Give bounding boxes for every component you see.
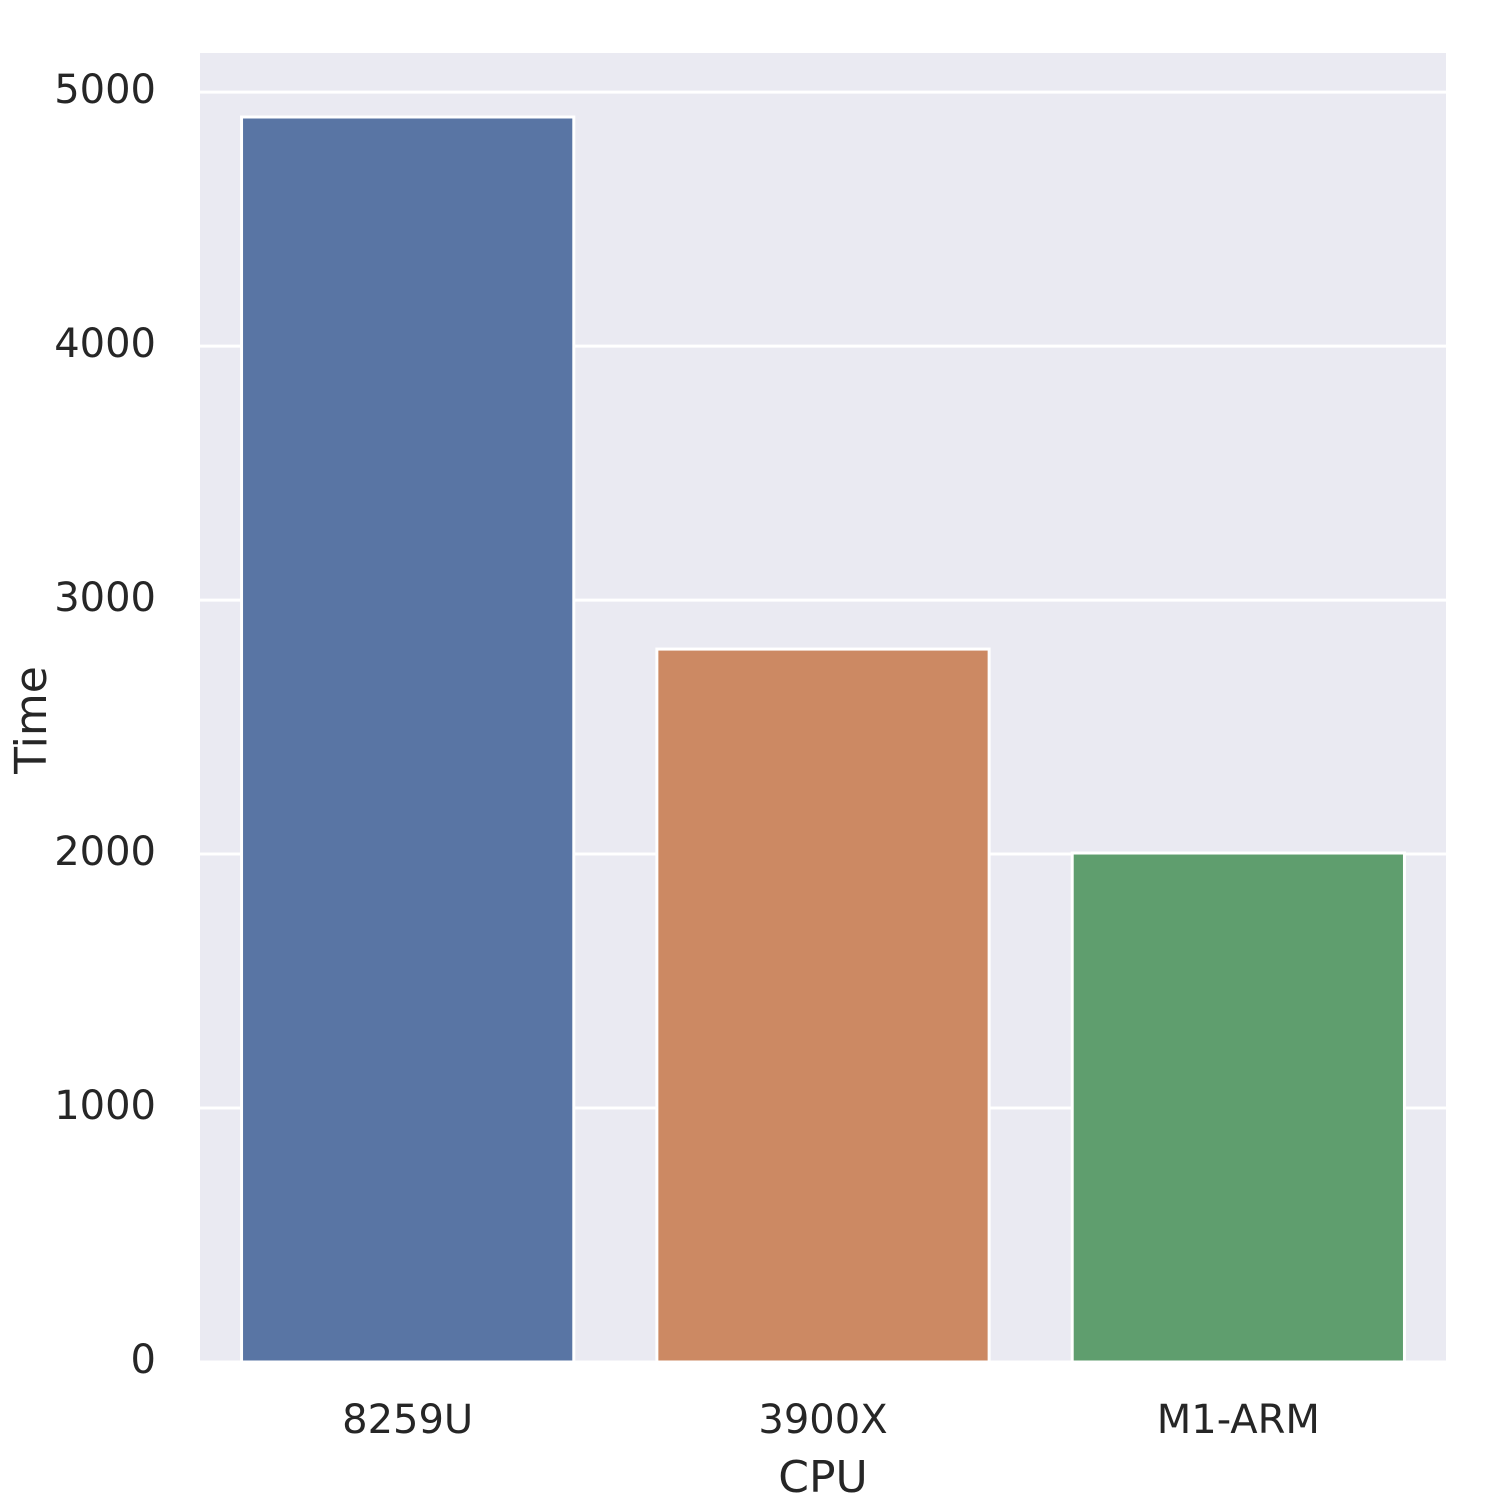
bar [240, 115, 576, 1364]
y-tick-label: 1000 [54, 1083, 156, 1129]
x-tick-label: 8259U [342, 1397, 473, 1443]
x-axis-label: CPU [778, 1452, 867, 1500]
y-tick-label: 4000 [54, 321, 156, 367]
bar [655, 647, 991, 1364]
bar [1070, 851, 1406, 1364]
y-axis-label: Time [6, 666, 57, 775]
x-tick-label: 3900X [758, 1397, 887, 1443]
bars [240, 115, 1406, 1364]
y-tick-label: 5000 [54, 67, 156, 113]
y-tick-label: 0 [131, 1337, 156, 1383]
y-tick-label: 3000 [54, 575, 156, 621]
x-tick-label: M1-ARM [1157, 1397, 1320, 1443]
y-tick-label: 2000 [54, 829, 156, 875]
